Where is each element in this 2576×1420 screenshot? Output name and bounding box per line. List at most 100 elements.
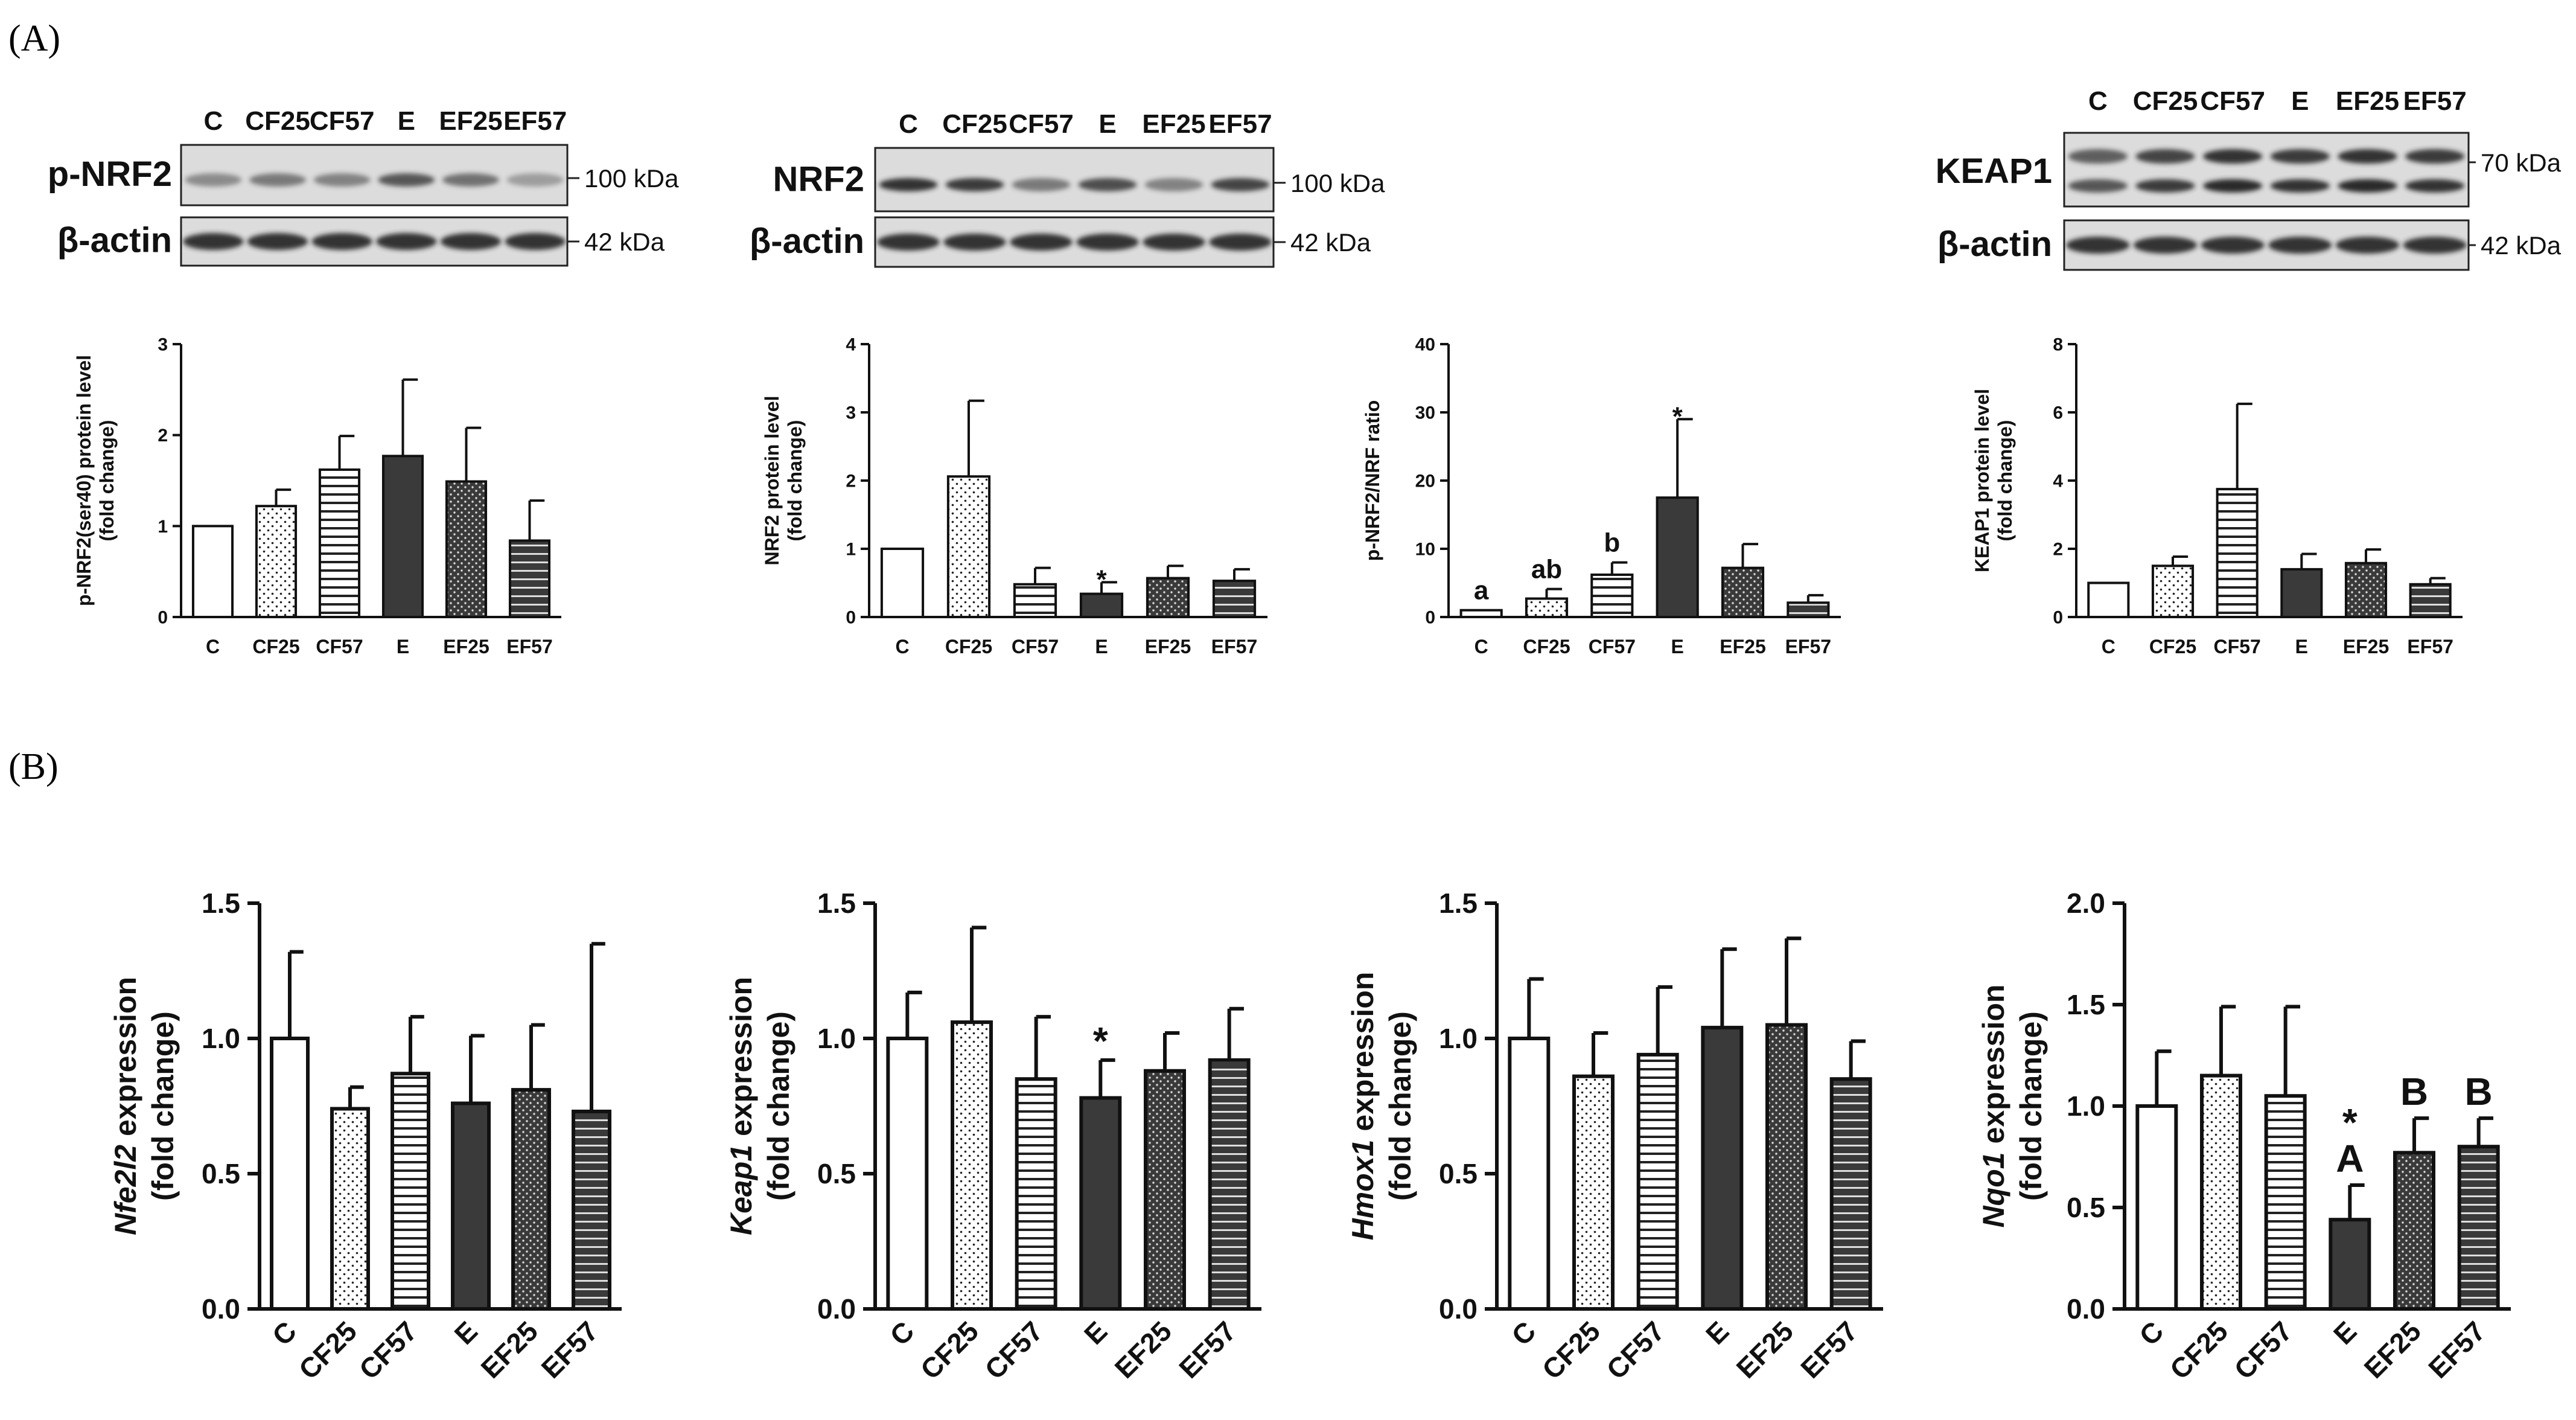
- blot-band: [2405, 179, 2465, 193]
- blot-band: [505, 233, 566, 250]
- bar-cf57: [1015, 1077, 1057, 1311]
- blot-protein-label: p-NRF2: [48, 155, 172, 194]
- x-category-label: EF25: [1145, 636, 1191, 657]
- y-tick-label: 10: [1415, 540, 1435, 560]
- blot-band: [440, 233, 502, 250]
- blot-band: [943, 234, 1006, 251]
- y-axis-title-suffix: expression: [109, 977, 142, 1145]
- y-tick-label: 2: [2053, 540, 2063, 560]
- x-category-label: EF25: [443, 636, 489, 657]
- blot-lane-label: E: [1098, 109, 1116, 139]
- mw-marker-top: 100 kDa: [584, 164, 679, 193]
- blot-band: [1211, 177, 1270, 191]
- x-category-label: CF57: [1012, 636, 1059, 657]
- y-axis-title: p-NRF2(ser40) protein level: [73, 355, 95, 606]
- x-category-label: C: [895, 636, 909, 657]
- y-axis-title-line2: (fold change): [2014, 1011, 2048, 1201]
- significance-label: a: [1474, 576, 1489, 606]
- y-tick-label: 2: [158, 426, 168, 446]
- blot-protein-label: NRF2: [773, 159, 864, 199]
- significance-label: *: [1096, 564, 1107, 594]
- bar-c: [270, 1037, 310, 1311]
- blot-band: [1143, 234, 1205, 251]
- blot-band: [2134, 237, 2197, 254]
- blot-lane-label: CF25: [942, 109, 1007, 139]
- y-tick-label: 2: [846, 472, 856, 491]
- x-category-label: C: [1475, 636, 1488, 657]
- bar-e: [1079, 592, 1124, 619]
- blot-membrane-top: [180, 144, 569, 206]
- bar-ef57: [1787, 601, 1830, 619]
- x-category-label: CF57: [978, 1315, 1048, 1385]
- significance-label: *: [1093, 1019, 1108, 1063]
- y-tick-label: 1.0: [202, 1023, 240, 1054]
- bar-ef25: [511, 1088, 551, 1311]
- blot-band: [1076, 234, 1139, 251]
- blot-loading-label: β-actin: [1937, 225, 2052, 264]
- bar-cf25: [2151, 564, 2195, 618]
- y-tick-label: 1.0: [817, 1023, 856, 1054]
- y-axis-title-line2: (fold change): [146, 1011, 180, 1201]
- y-tick-label: 0.0: [2067, 1293, 2105, 1325]
- blot-band: [2201, 237, 2265, 254]
- y-tick-label: 4: [2053, 472, 2063, 491]
- x-category-label: CF25: [293, 1315, 363, 1385]
- blot-band: [2203, 179, 2263, 193]
- y-tick-label: 6: [2053, 403, 2063, 423]
- x-category-label: CF57: [1600, 1315, 1670, 1385]
- bar-e: [2329, 1218, 2371, 1311]
- x-category-label: C: [884, 1315, 920, 1351]
- blot-lane-label: C: [2088, 86, 2108, 116]
- y-axis-title-suffix: expression: [724, 977, 758, 1145]
- y-axis-title-line2: (fold change): [784, 420, 806, 542]
- blot-band: [2203, 149, 2263, 164]
- y-axis-title-line2: (fold change): [96, 420, 118, 542]
- bar-c: [1459, 609, 1503, 619]
- blot-band: [311, 233, 372, 250]
- blot-lane-label: CF57: [1009, 109, 1074, 139]
- y-tick-label: 1.0: [1439, 1023, 1478, 1054]
- blot-band: [2270, 179, 2330, 193]
- x-category-label: EF25: [2358, 1315, 2428, 1384]
- y-axis-title: Nfe2l2 expression: [109, 977, 142, 1235]
- blot-band: [2338, 149, 2397, 164]
- blot-band: [249, 173, 306, 187]
- mw-marker-top: 70 kDa: [2481, 149, 2562, 177]
- bar-ef25: [1765, 1023, 1808, 1311]
- blot-band: [2068, 179, 2128, 193]
- mw-marker-bottom: 42 kDa: [584, 228, 665, 256]
- y-tick-label: 0: [2053, 608, 2063, 628]
- significance-label: b: [1604, 528, 1620, 558]
- y-axis-title: Nqo1 expression: [1977, 985, 2010, 1228]
- blot-band: [1078, 177, 1137, 191]
- x-category-label: CF25: [1523, 636, 1570, 657]
- y-tick-label: 8: [2053, 335, 2063, 355]
- y-tick-label: 30: [1415, 403, 1435, 423]
- x-category-label: CF57: [1589, 636, 1636, 657]
- blot-lane-label: EF25: [1142, 109, 1205, 139]
- bar-cf25: [946, 475, 991, 618]
- y-tick-label: 1.5: [817, 887, 856, 919]
- blot-lane-label: E: [398, 106, 415, 136]
- gene-name: Nqo1: [1977, 1152, 2010, 1227]
- bar-ef25: [2393, 1151, 2435, 1311]
- blot-band: [2268, 237, 2332, 254]
- y-tick-label: 1.0: [2067, 1090, 2105, 1122]
- blot-lane-label: CF25: [245, 106, 310, 136]
- bar-cf57: [2264, 1094, 2307, 1311]
- blot-band: [1010, 234, 1073, 251]
- x-category-label: C: [1505, 1315, 1541, 1351]
- blot-membrane-bottom: [874, 216, 1275, 268]
- x-category-label: E: [1095, 636, 1108, 657]
- y-axis-title: KEAP1 protein level: [1971, 389, 1993, 572]
- bar-e: [381, 455, 424, 618]
- bar-ef25: [1146, 577, 1190, 619]
- bar-ef57: [2457, 1145, 2500, 1311]
- y-tick-label: 20: [1415, 472, 1435, 491]
- panel-label-a: (A): [8, 18, 60, 59]
- bar-cf25: [2200, 1073, 2242, 1311]
- bar-c: [191, 525, 234, 618]
- blot-band: [879, 177, 938, 191]
